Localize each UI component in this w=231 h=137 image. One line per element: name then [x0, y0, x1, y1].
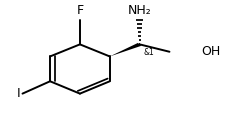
Text: OH: OH [202, 45, 221, 58]
Text: &1: &1 [143, 48, 154, 57]
Text: F: F [76, 4, 83, 17]
Polygon shape [110, 43, 141, 56]
Text: I: I [17, 87, 20, 100]
Text: NH₂: NH₂ [128, 4, 152, 17]
